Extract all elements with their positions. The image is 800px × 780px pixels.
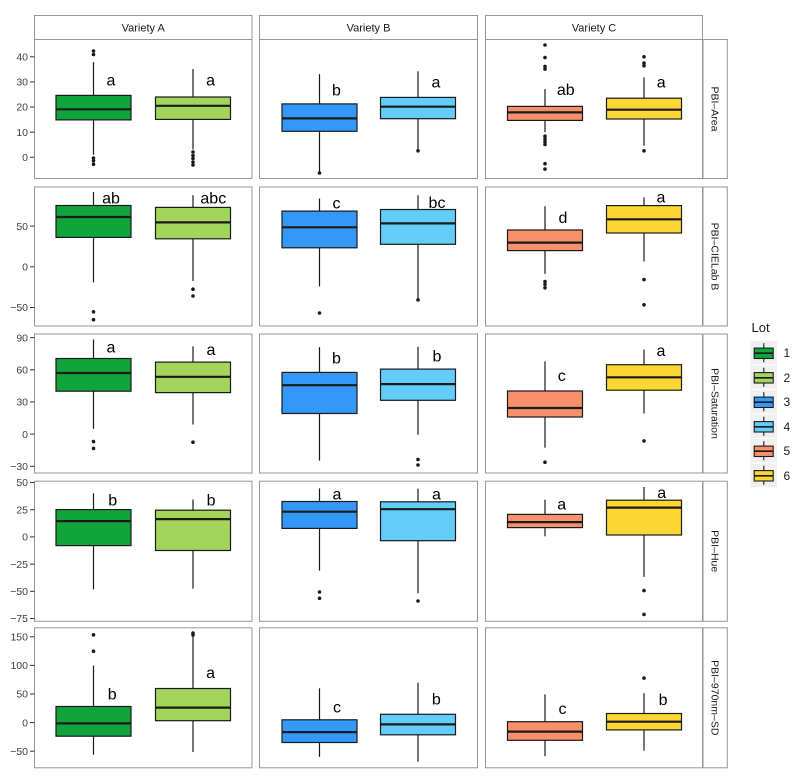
svg-text:3: 3 <box>784 395 791 409</box>
svg-text:25: 25 <box>16 504 28 516</box>
svg-text:50: 50 <box>16 689 28 701</box>
svg-text:100: 100 <box>10 660 28 672</box>
svg-text:a: a <box>657 75 666 92</box>
svg-text:−50: −50 <box>10 586 28 598</box>
svg-text:a: a <box>333 486 342 503</box>
svg-text:PBI–CIELab B: PBI–CIELab B <box>708 223 720 291</box>
svg-text:1: 1 <box>784 346 791 360</box>
svg-text:40: 40 <box>16 52 28 64</box>
svg-text:−25: −25 <box>10 559 28 571</box>
svg-text:2: 2 <box>784 371 791 385</box>
svg-text:b: b <box>332 350 341 367</box>
svg-text:a: a <box>107 72 116 89</box>
svg-text:c: c <box>559 701 567 718</box>
svg-text:d: d <box>559 210 568 227</box>
svg-text:a: a <box>657 485 666 502</box>
svg-text:Variety C: Variety C <box>572 23 616 35</box>
svg-text:PBI–Hue: PBI–Hue <box>708 530 720 572</box>
svg-text:−50: −50 <box>10 302 28 314</box>
svg-text:a: a <box>557 497 566 514</box>
svg-text:PBI–Saturation: PBI–Saturation <box>708 368 720 439</box>
svg-text:0: 0 <box>22 152 28 164</box>
svg-text:b: b <box>332 83 341 100</box>
svg-text:a: a <box>657 190 666 207</box>
svg-text:6: 6 <box>784 469 791 483</box>
svg-text:b: b <box>207 493 216 510</box>
svg-text:bc: bc <box>429 195 446 212</box>
svg-text:c: c <box>333 700 341 717</box>
svg-text:−50: −50 <box>10 746 28 758</box>
svg-text:0: 0 <box>22 717 28 729</box>
svg-text:PBI–970nm–SD: PBI–970nm–SD <box>708 660 720 736</box>
svg-text:150: 150 <box>10 632 28 644</box>
svg-text:−30: −30 <box>10 461 28 473</box>
svg-text:0: 0 <box>22 429 28 441</box>
svg-text:a: a <box>107 339 116 356</box>
svg-text:20: 20 <box>16 102 28 114</box>
svg-text:4: 4 <box>784 420 791 434</box>
svg-text:a: a <box>207 342 216 359</box>
svg-text:PBI–Area: PBI–Area <box>708 87 720 132</box>
svg-text:0: 0 <box>22 262 28 274</box>
svg-text:a: a <box>657 343 666 360</box>
svg-text:Lot: Lot <box>752 320 770 335</box>
svg-text:a: a <box>206 665 215 682</box>
svg-text:30: 30 <box>16 397 28 409</box>
svg-text:Variety A: Variety A <box>122 23 166 35</box>
svg-text:c: c <box>333 196 341 213</box>
svg-text:5: 5 <box>784 444 791 458</box>
svg-text:ab: ab <box>557 82 575 99</box>
svg-text:50: 50 <box>16 477 28 489</box>
svg-text:b: b <box>659 692 668 709</box>
svg-text:10: 10 <box>16 127 28 139</box>
svg-text:b: b <box>108 492 117 509</box>
svg-text:b: b <box>433 348 442 365</box>
svg-text:a: a <box>206 72 215 89</box>
svg-text:Variety B: Variety B <box>347 23 391 35</box>
svg-text:c: c <box>558 368 566 385</box>
svg-text:60: 60 <box>16 365 28 377</box>
svg-text:ab: ab <box>102 190 120 207</box>
svg-text:b: b <box>108 686 117 703</box>
svg-text:−75: −75 <box>10 613 28 625</box>
svg-text:30: 30 <box>16 77 28 89</box>
svg-text:a: a <box>432 486 441 503</box>
svg-text:50: 50 <box>16 221 28 233</box>
svg-text:b: b <box>432 692 441 709</box>
svg-text:0: 0 <box>22 532 28 544</box>
svg-text:a: a <box>432 75 441 92</box>
svg-text:90: 90 <box>16 332 28 344</box>
svg-text:abc: abc <box>200 190 226 207</box>
